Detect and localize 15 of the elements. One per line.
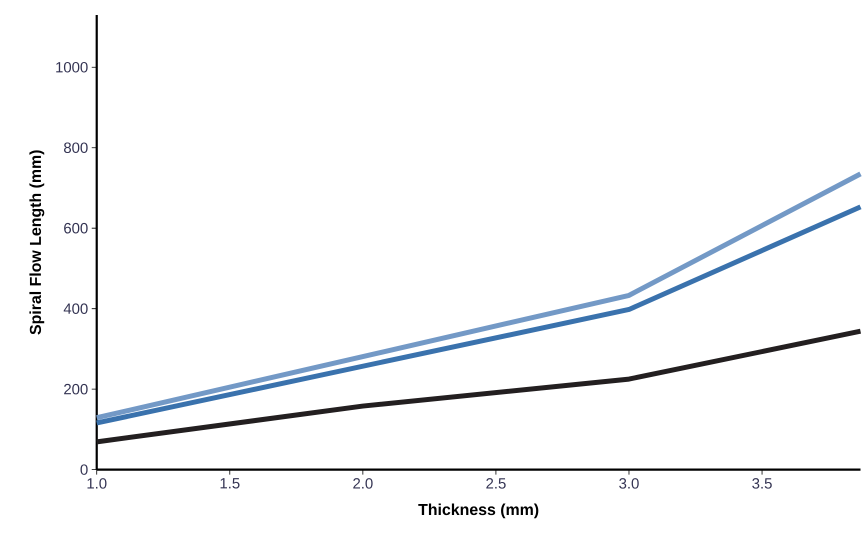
y-tick-label: 1000 bbox=[56, 62, 88, 72]
x-tick-label: 2.0 bbox=[353, 478, 373, 488]
y-axis-title: Spiral Flow Length (mm) bbox=[29, 150, 44, 334]
x-tick-label: 1.0 bbox=[88, 478, 106, 488]
x-tick-label: 1.5 bbox=[220, 478, 240, 488]
x-tick-label: 2.5 bbox=[486, 478, 506, 488]
y-tick-label: 600 bbox=[64, 222, 88, 234]
y-tick-label: 200 bbox=[64, 384, 88, 394]
x-tick-label: 3.0 bbox=[619, 478, 639, 488]
x-tick-label: 3.5 bbox=[752, 478, 772, 488]
y-tick-label: 0 bbox=[80, 464, 88, 475]
y-tick-label: 800 bbox=[64, 142, 88, 153]
y-tick-label: 400 bbox=[64, 303, 88, 314]
line-series bbox=[94, 328, 863, 444]
x-axis-title: Thickness (mm) bbox=[418, 503, 538, 518]
